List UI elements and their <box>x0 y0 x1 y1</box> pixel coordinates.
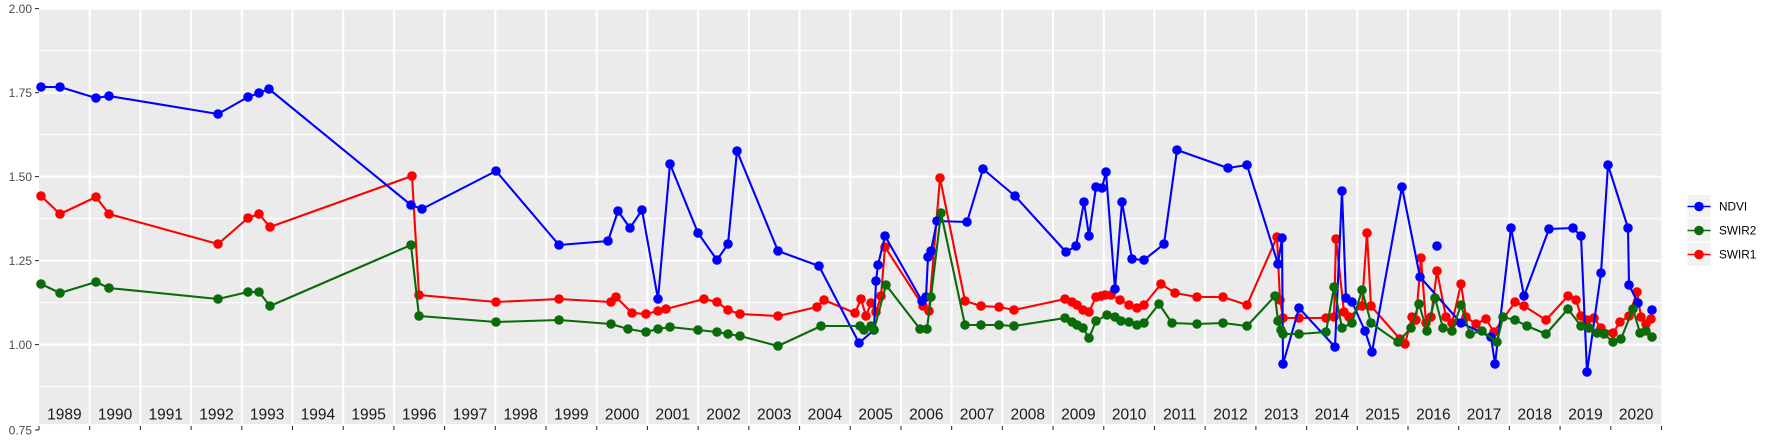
svg-text:2011: 2011 <box>1163 406 1196 423</box>
svg-text:2003: 2003 <box>757 406 791 423</box>
svg-text:SWIR2: SWIR2 <box>1719 224 1756 238</box>
svg-text:1989: 1989 <box>47 406 81 423</box>
svg-text:2009: 2009 <box>1061 406 1095 423</box>
svg-text:0.75: 0.75 <box>9 423 33 437</box>
svg-text:2000: 2000 <box>605 406 640 423</box>
svg-text:2004: 2004 <box>808 406 843 423</box>
svg-text:NDVI: NDVI <box>1719 200 1747 214</box>
svg-text:2.00: 2.00 <box>9 2 33 16</box>
svg-text:1991: 1991 <box>149 406 183 423</box>
svg-text:1999: 1999 <box>554 406 588 423</box>
svg-text:2017: 2017 <box>1467 406 1501 423</box>
svg-text:1993: 1993 <box>250 406 284 423</box>
svg-text:SWIR1: SWIR1 <box>1719 248 1756 262</box>
svg-text:2016: 2016 <box>1416 406 1450 423</box>
svg-text:2008: 2008 <box>1010 406 1044 423</box>
svg-text:1996: 1996 <box>402 406 436 423</box>
svg-text:2001: 2001 <box>656 406 690 423</box>
svg-text:2002: 2002 <box>706 406 740 423</box>
svg-text:1992: 1992 <box>199 406 233 423</box>
svg-text:1.50: 1.50 <box>9 170 33 184</box>
svg-text:2005: 2005 <box>858 406 892 423</box>
svg-text:1997: 1997 <box>453 406 487 423</box>
svg-text:2010: 2010 <box>1112 406 1147 423</box>
svg-text:2015: 2015 <box>1365 406 1399 423</box>
svg-text:1.25: 1.25 <box>9 254 33 268</box>
svg-text:1990: 1990 <box>98 406 133 423</box>
svg-text:1998: 1998 <box>503 406 537 423</box>
svg-text:2014: 2014 <box>1315 406 1350 423</box>
svg-text:2012: 2012 <box>1213 406 1247 423</box>
svg-text:1995: 1995 <box>351 406 385 423</box>
svg-text:1.00: 1.00 <box>9 338 33 352</box>
svg-text:1994: 1994 <box>301 406 336 423</box>
svg-text:2006: 2006 <box>909 406 943 423</box>
svg-text:2013: 2013 <box>1264 406 1298 423</box>
svg-text:2020: 2020 <box>1619 406 1654 423</box>
svg-text:2018: 2018 <box>1518 406 1552 423</box>
svg-text:2019: 2019 <box>1568 406 1602 423</box>
svg-text:1.75: 1.75 <box>9 86 33 100</box>
svg-text:2007: 2007 <box>960 406 994 423</box>
